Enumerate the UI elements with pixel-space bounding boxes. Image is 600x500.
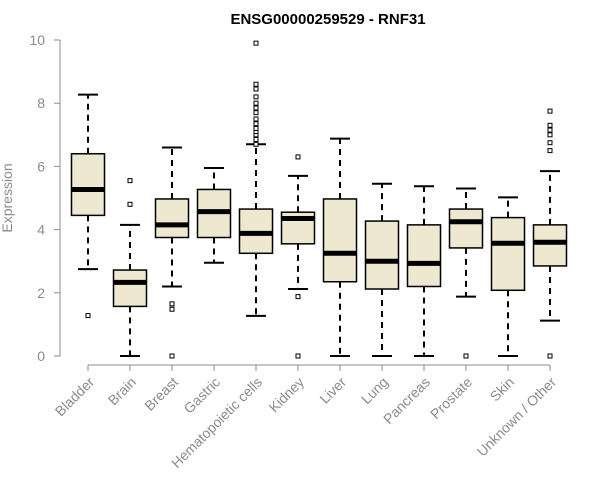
y-tick-label: 0 [37,348,45,364]
y-axis: 0 2 4 6 8 10 [29,32,61,364]
outlier-point [295,353,301,359]
x-tick-label: Pancreas [380,374,433,427]
box-group [448,187,484,359]
outlier-point [463,353,469,359]
chart-title: ENSG00000259529 - RNF31 [230,11,425,28]
outlier-point [253,94,259,100]
outlier-point [295,294,301,300]
iqr-box [70,153,106,217]
y-axis-label: Expression [0,163,15,232]
box-group [154,146,190,359]
x-tick-label: Unknown / Other [474,374,560,460]
iqr-box [490,216,526,292]
outlier-point [169,301,175,307]
outlier-point [547,108,553,114]
iqr-box [112,269,148,308]
outlier-point [547,122,553,128]
box-group [238,40,274,317]
x-tick-label: Prostate [427,374,475,422]
iqr-box [532,224,568,267]
outlier-point [547,132,553,138]
outlier-point [253,81,259,87]
outlier-point [127,201,133,207]
iqr-box [322,198,358,283]
x-tick-label: Liver [316,374,349,407]
x-tick-label: Kidney [266,374,308,416]
x-tick-label: Skin [487,374,518,405]
outlier-point [85,313,91,319]
box-group [196,166,232,264]
iqr-box [364,220,400,290]
outlier-point [253,121,259,127]
outlier-point [253,110,259,116]
x-tick-label: Bladder [52,374,98,420]
outlier-point [547,127,553,133]
iqr-box [448,208,484,249]
outlier-point [547,353,553,359]
y-tick-label: 8 [37,95,45,111]
outlier-point [253,100,259,106]
y-tick-label: 6 [37,158,45,174]
x-tick-label: Lung [358,374,391,407]
iqr-box [406,224,442,288]
box-group [364,182,400,357]
box-group [70,93,106,319]
y-tick-label: 4 [37,222,45,238]
iqr-box [154,198,190,239]
outlier-point [253,40,259,46]
outlier-point [253,137,259,143]
y-tick-label: 2 [37,285,45,301]
box-group [532,108,568,359]
outlier-point [295,154,301,160]
outlier-point [169,306,175,312]
box-group [112,178,148,357]
outlier-point [169,353,175,359]
box-group [490,196,526,357]
box-group [406,185,442,357]
outlier-point [547,140,553,146]
y-tick-label: 10 [29,32,45,48]
box-group [322,137,358,357]
outlier-point [253,125,259,131]
x-tick-label: Breast [141,374,181,414]
outlier-point [547,148,553,154]
outlier-point [253,86,259,92]
x-tick-label: Brain [105,374,139,408]
plot-area [70,40,568,359]
outlier-point [253,141,259,147]
outlier-point [253,116,259,122]
outlier-point [127,178,133,184]
outlier-point [253,105,259,111]
box-group [280,154,316,359]
